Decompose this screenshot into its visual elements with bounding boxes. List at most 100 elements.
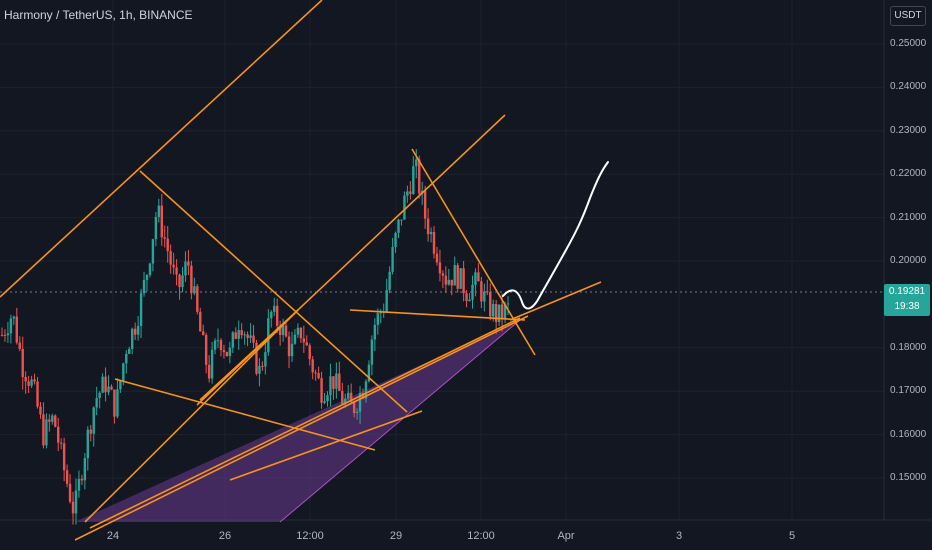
candle-body — [190, 265, 193, 294]
price-axis-label: 0.17000 — [890, 385, 927, 397]
candle-body — [270, 311, 273, 319]
candle-body — [320, 378, 323, 403]
candle-body — [210, 349, 214, 379]
candle-body — [133, 328, 137, 335]
price-axis-label: 0.24000 — [890, 81, 927, 93]
candle-body — [110, 386, 113, 390]
candle-body — [68, 483, 72, 502]
candle-body — [6, 333, 10, 336]
trendline-peak-descent — [139, 170, 408, 413]
candle-body — [71, 501, 75, 514]
candle-body — [338, 373, 341, 391]
price-axis-label: 0.18000 — [890, 341, 927, 353]
candle-body — [207, 364, 211, 379]
price-axis-label: 0.15000 — [890, 472, 927, 483]
candle-body — [193, 286, 196, 294]
candle-body — [92, 407, 95, 434]
candle-body — [240, 330, 243, 336]
candle-body — [181, 275, 184, 288]
candle-body — [406, 191, 409, 196]
current-price-value: 0.19281 — [888, 286, 926, 297]
candle-body — [86, 429, 90, 459]
candle-body — [101, 376, 104, 393]
candle-body — [89, 429, 92, 434]
price-axis-label: 0.23000 — [890, 124, 927, 136]
candle-body — [267, 318, 270, 353]
candle-body — [418, 159, 421, 194]
candle-body — [379, 312, 382, 314]
candle-body — [435, 253, 439, 263]
candle-body — [397, 219, 400, 233]
price-axis-label: 0.22000 — [890, 168, 927, 180]
candle-body — [255, 342, 258, 374]
candle-body — [264, 352, 267, 367]
candle-body — [441, 273, 445, 276]
candle-body — [187, 261, 190, 266]
candle-body — [213, 340, 217, 350]
candle-body — [492, 304, 495, 317]
candle-body — [39, 406, 42, 415]
current-price-tag: 0.19281 19:38 — [884, 284, 930, 316]
candle-body — [12, 316, 16, 319]
candle-body — [0, 334, 4, 336]
rising-wedge-fill — [75, 320, 520, 522]
price-axis-label: 0.20000 — [890, 255, 927, 266]
candle-body — [219, 340, 223, 351]
candle-body — [9, 318, 13, 334]
candle-body — [494, 304, 498, 323]
candle-body — [409, 191, 412, 194]
candle-body — [497, 304, 501, 323]
candle-body — [125, 353, 128, 364]
candle-body — [15, 316, 18, 343]
candle-body — [231, 332, 235, 348]
candle-body — [385, 290, 388, 312]
candle-body — [246, 334, 249, 339]
candle-body — [166, 238, 169, 252]
candle-body — [261, 365, 264, 367]
candle-body — [119, 380, 122, 390]
candle-body — [503, 304, 507, 319]
candle-body — [62, 443, 66, 471]
candle-body — [358, 393, 362, 412]
candle-body — [367, 364, 371, 382]
candle-body — [30, 379, 33, 386]
candle-body — [42, 414, 45, 446]
candle-body — [349, 392, 353, 403]
candle-body — [302, 338, 306, 343]
candle-body — [243, 334, 246, 336]
candle-body — [287, 336, 291, 357]
candle-body — [228, 347, 232, 357]
candle-body — [184, 261, 187, 276]
candle-body — [388, 271, 391, 291]
candle-body — [308, 345, 311, 360]
candle-body — [444, 275, 448, 285]
candle-body — [459, 268, 462, 289]
candle-body — [456, 265, 459, 289]
candle-body — [370, 339, 374, 365]
candle-body — [296, 327, 300, 335]
candle-body — [116, 389, 119, 417]
candle-body — [429, 231, 433, 235]
candle-body — [373, 324, 377, 340]
grid-lines — [0, 0, 884, 520]
candle-body — [415, 159, 418, 167]
candle-body — [471, 284, 474, 300]
candle-body — [432, 231, 436, 254]
chart-title: Harmony / TetherUS, 1h, BINANCE — [4, 8, 193, 22]
candle-body — [157, 205, 161, 217]
trendline-mid-descent — [199, 309, 299, 401]
candle-body — [477, 272, 480, 282]
candle-body — [483, 291, 486, 302]
time-axis-label: 12:00 — [296, 530, 324, 542]
candle-body — [252, 335, 255, 343]
candle-body — [216, 340, 220, 342]
candle-body — [154, 216, 158, 240]
candle-body — [480, 281, 483, 302]
candle-body — [450, 279, 453, 286]
candle-body — [148, 263, 152, 276]
wedge-lower-edge — [279, 319, 521, 523]
candle-body — [172, 264, 175, 268]
currency-badge[interactable]: USDT — [890, 6, 926, 26]
trendline-base-long — [74, 315, 529, 541]
